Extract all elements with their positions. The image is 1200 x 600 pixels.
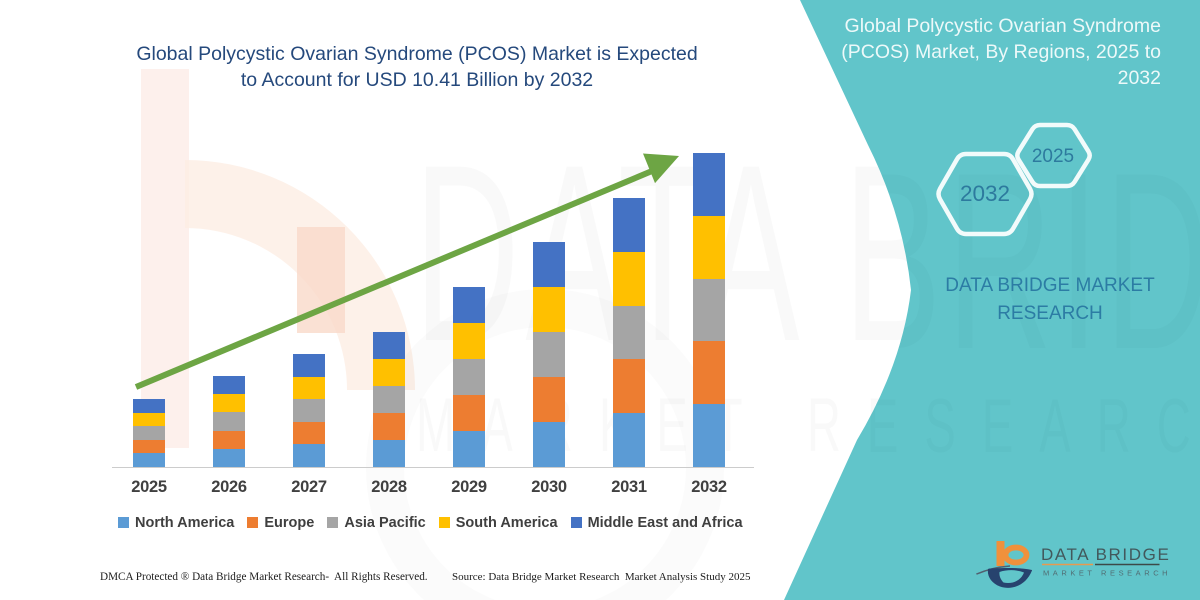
svg-text:2025: 2025	[1032, 146, 1074, 167]
svg-text:2032: 2032	[960, 181, 1010, 206]
svg-text:DATA BRIDGE: DATA BRIDGE	[1041, 545, 1170, 564]
svg-text:MARKET RESEARCH: MARKET RESEARCH	[1043, 569, 1171, 578]
